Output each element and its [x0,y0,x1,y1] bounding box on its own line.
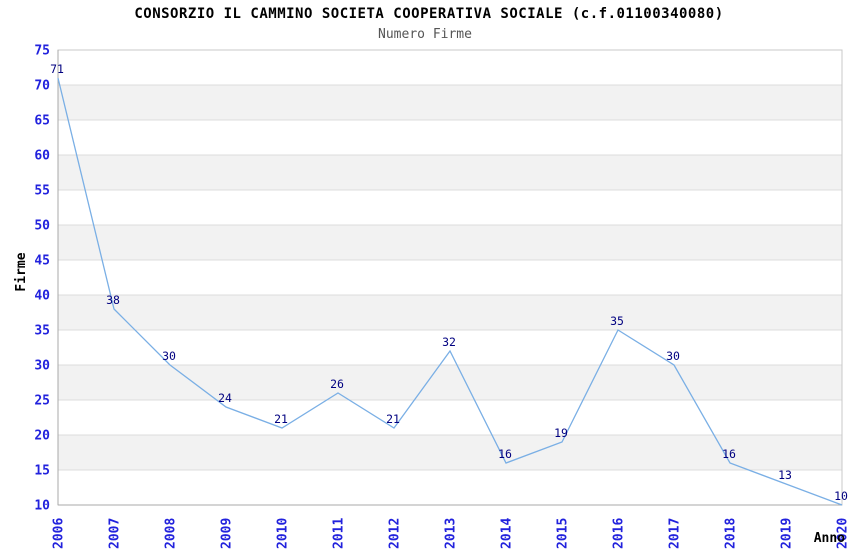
data-label: 38 [106,293,120,307]
x-axis-title: Anno [813,531,845,546]
data-label: 30 [666,349,680,363]
y-tick-label: 75 [34,44,50,59]
x-tick-label: 2020 [836,518,850,549]
data-label: 19 [554,426,568,440]
x-tick-label: 2014 [500,518,515,549]
plot-band [58,435,842,470]
data-line [57,77,843,506]
x-tick-label: 2012 [388,518,403,549]
plot-band [58,365,842,400]
x-tick-label: 2011 [332,518,347,549]
data-label: 32 [442,335,456,349]
y-tick-label: 70 [34,79,50,94]
data-label: 10 [834,489,848,503]
y-tick-label: 25 [34,394,50,409]
x-tick-label: 2006 [52,518,67,549]
y-tick-label: 45 [34,254,50,269]
data-label: 35 [610,314,624,328]
y-tick-label: 60 [34,149,50,164]
data-label: 21 [274,412,288,426]
y-tick-label: 15 [34,464,50,479]
data-label: 16 [722,447,736,461]
y-tick-label: 30 [34,359,50,374]
plot-band [58,225,842,260]
plot-band [58,295,842,330]
x-tick-label: 2007 [108,518,123,549]
x-tick-label: 2008 [164,518,179,549]
data-label: 16 [498,447,512,461]
plot-band [58,85,842,120]
chart-subtitle: Numero Firme [378,27,472,42]
data-label: 26 [330,377,344,391]
data-label: 30 [162,349,176,363]
data-label: 24 [218,391,232,405]
x-tick-label: 2016 [612,518,627,549]
y-tick-label: 20 [34,429,50,444]
x-tick-label: 2019 [780,518,795,549]
x-tick-label: 2015 [556,518,571,549]
y-tick-label: 10 [34,499,50,514]
data-label: 21 [386,412,400,426]
x-tick-label: 2010 [276,518,291,549]
x-tick-label: 2013 [444,518,459,549]
chart-title: CONSORZIO IL CAMMINO SOCIETA COOPERATIVA… [134,6,724,22]
plot-band [58,155,842,190]
y-tick-label: 40 [34,289,50,304]
data-label: 13 [778,468,792,482]
y-tick-label: 65 [34,114,50,129]
data-label: 71 [50,62,64,76]
y-tick-label: 55 [34,184,50,199]
y-axis-title: Firme [14,252,29,292]
x-tick-label: 2017 [668,518,683,549]
x-tick-label: 2009 [220,518,235,549]
x-tick-label: 2018 [724,518,739,549]
y-tick-label: 50 [34,219,50,234]
y-tick-label: 35 [34,324,50,339]
